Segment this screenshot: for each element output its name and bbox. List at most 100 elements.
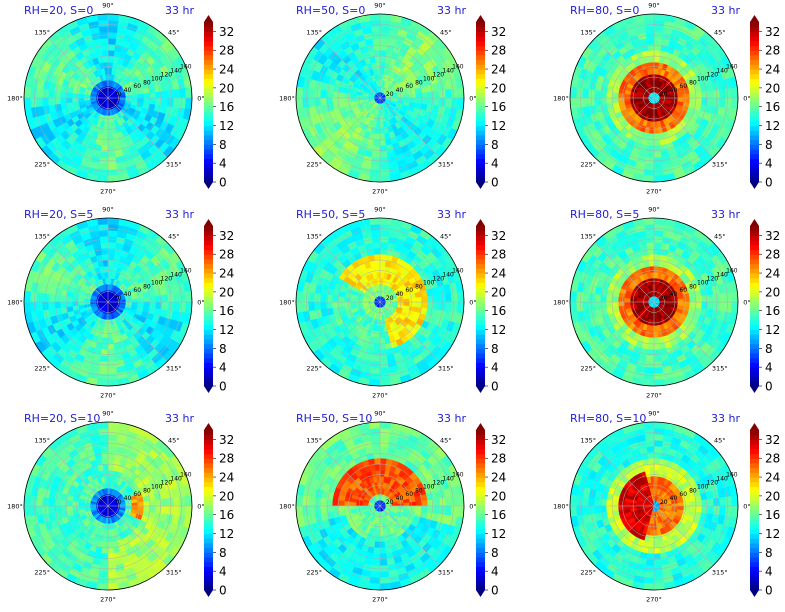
heat-cell	[427, 294, 435, 303]
heat-cell	[379, 229, 390, 237]
heat-cell	[701, 90, 709, 99]
heat-cell	[53, 505, 61, 514]
grid-spoke	[107, 38, 168, 99]
heat-cell	[648, 337, 655, 345]
colorbar-tick-label: 24	[765, 267, 780, 281]
angle-label: 135°	[580, 29, 596, 37]
colorbar-tick-label: 28	[491, 248, 506, 262]
heat-cell	[107, 145, 116, 153]
colorbar-segment	[750, 73, 759, 79]
heat-cell	[379, 265, 386, 273]
heat-cell	[653, 379, 666, 387]
colorbar-segment	[204, 177, 213, 183]
heat-cell	[107, 61, 114, 69]
heat-cell	[653, 217, 666, 225]
heat-cell	[53, 97, 61, 106]
angle-label: 315°	[438, 364, 454, 372]
heat-cell	[349, 93, 357, 99]
heat-cell	[99, 355, 109, 363]
heat-cell	[77, 297, 85, 303]
heat-cell	[642, 13, 655, 21]
colorbar-segment	[476, 367, 485, 373]
heat-cell	[653, 43, 662, 51]
heat-cell	[301, 87, 309, 99]
grid-spoke	[594, 242, 655, 303]
colorbar-segment	[204, 282, 213, 288]
heat-cell	[301, 291, 309, 303]
panel-title: RH=80, S=0	[570, 4, 639, 17]
colorbar-segment	[750, 45, 759, 51]
heat-cell	[77, 501, 85, 507]
heat-cell	[107, 43, 116, 51]
heat-cell	[143, 301, 151, 308]
heat-cell	[98, 229, 109, 237]
colorbar-segment	[750, 69, 759, 75]
colorbar-segment	[750, 301, 759, 307]
angle-label: 270°	[100, 188, 116, 196]
angle-label: 45°	[440, 233, 452, 241]
heat-cell	[653, 13, 666, 21]
radial-label: 160	[452, 268, 464, 275]
colorbar-segment	[750, 92, 759, 98]
heat-cell	[143, 97, 151, 104]
radial-label: 120	[707, 71, 719, 78]
colorbar-segment	[204, 254, 213, 260]
colorbar-segment	[204, 120, 213, 127]
heat-cell	[107, 175, 120, 183]
radial-label: 80	[143, 283, 151, 290]
heat-cell	[379, 145, 388, 153]
heat-cell	[71, 296, 79, 303]
grid-spoke	[107, 301, 168, 362]
heat-cell	[101, 343, 109, 351]
heat-cell	[107, 37, 117, 45]
heat-cell	[725, 87, 733, 99]
heat-cell	[593, 89, 601, 99]
heat-cell	[379, 37, 389, 45]
heat-cell	[605, 91, 613, 99]
grid-spoke	[379, 242, 440, 303]
heat-cell	[569, 290, 577, 303]
radial-label: 60	[679, 83, 687, 90]
heat-cell	[343, 296, 351, 303]
heat-cell	[35, 88, 43, 99]
heat-cell	[725, 291, 733, 303]
panel-time: 33 hr	[437, 4, 466, 17]
heat-cell	[65, 92, 73, 99]
heat-cell	[53, 294, 61, 303]
heat-cell	[379, 247, 388, 255]
heat-cell	[107, 373, 119, 381]
colorbar-tick-label: 8	[765, 138, 773, 152]
heat-cell	[725, 97, 733, 109]
heat-cell	[53, 90, 61, 99]
heat-cell	[379, 175, 392, 183]
heat-cell	[689, 301, 697, 308]
heat-cell	[653, 355, 663, 363]
heat-cell	[701, 294, 709, 303]
colorbar-segment	[204, 306, 213, 312]
heat-cell	[379, 367, 390, 375]
heat-cell	[379, 379, 392, 387]
colorbar-extend-min	[750, 386, 759, 393]
angle-label: 135°	[306, 233, 322, 241]
heat-cell	[569, 97, 577, 110]
colorbar-segment	[750, 106, 759, 112]
heat-cell	[97, 223, 109, 231]
radial-label: 40	[670, 87, 678, 94]
heat-cell	[611, 296, 619, 303]
radial-label: 80	[143, 79, 151, 86]
colorbar-segment	[750, 153, 759, 159]
heat-cell	[427, 301, 435, 310]
heat-cell	[307, 301, 315, 312]
colorbar-tick-label: 8	[219, 342, 227, 356]
colorbar-segment	[204, 167, 213, 174]
colorbar-tick-label: 0	[219, 380, 227, 394]
colorbar-segment	[204, 381, 213, 387]
radial-label: 120	[161, 275, 173, 282]
heat-cell	[372, 349, 381, 357]
heat-cell	[653, 265, 660, 273]
heat-cell	[155, 90, 163, 99]
colorbar-segment	[476, 102, 485, 108]
heat-cell	[645, 37, 655, 45]
